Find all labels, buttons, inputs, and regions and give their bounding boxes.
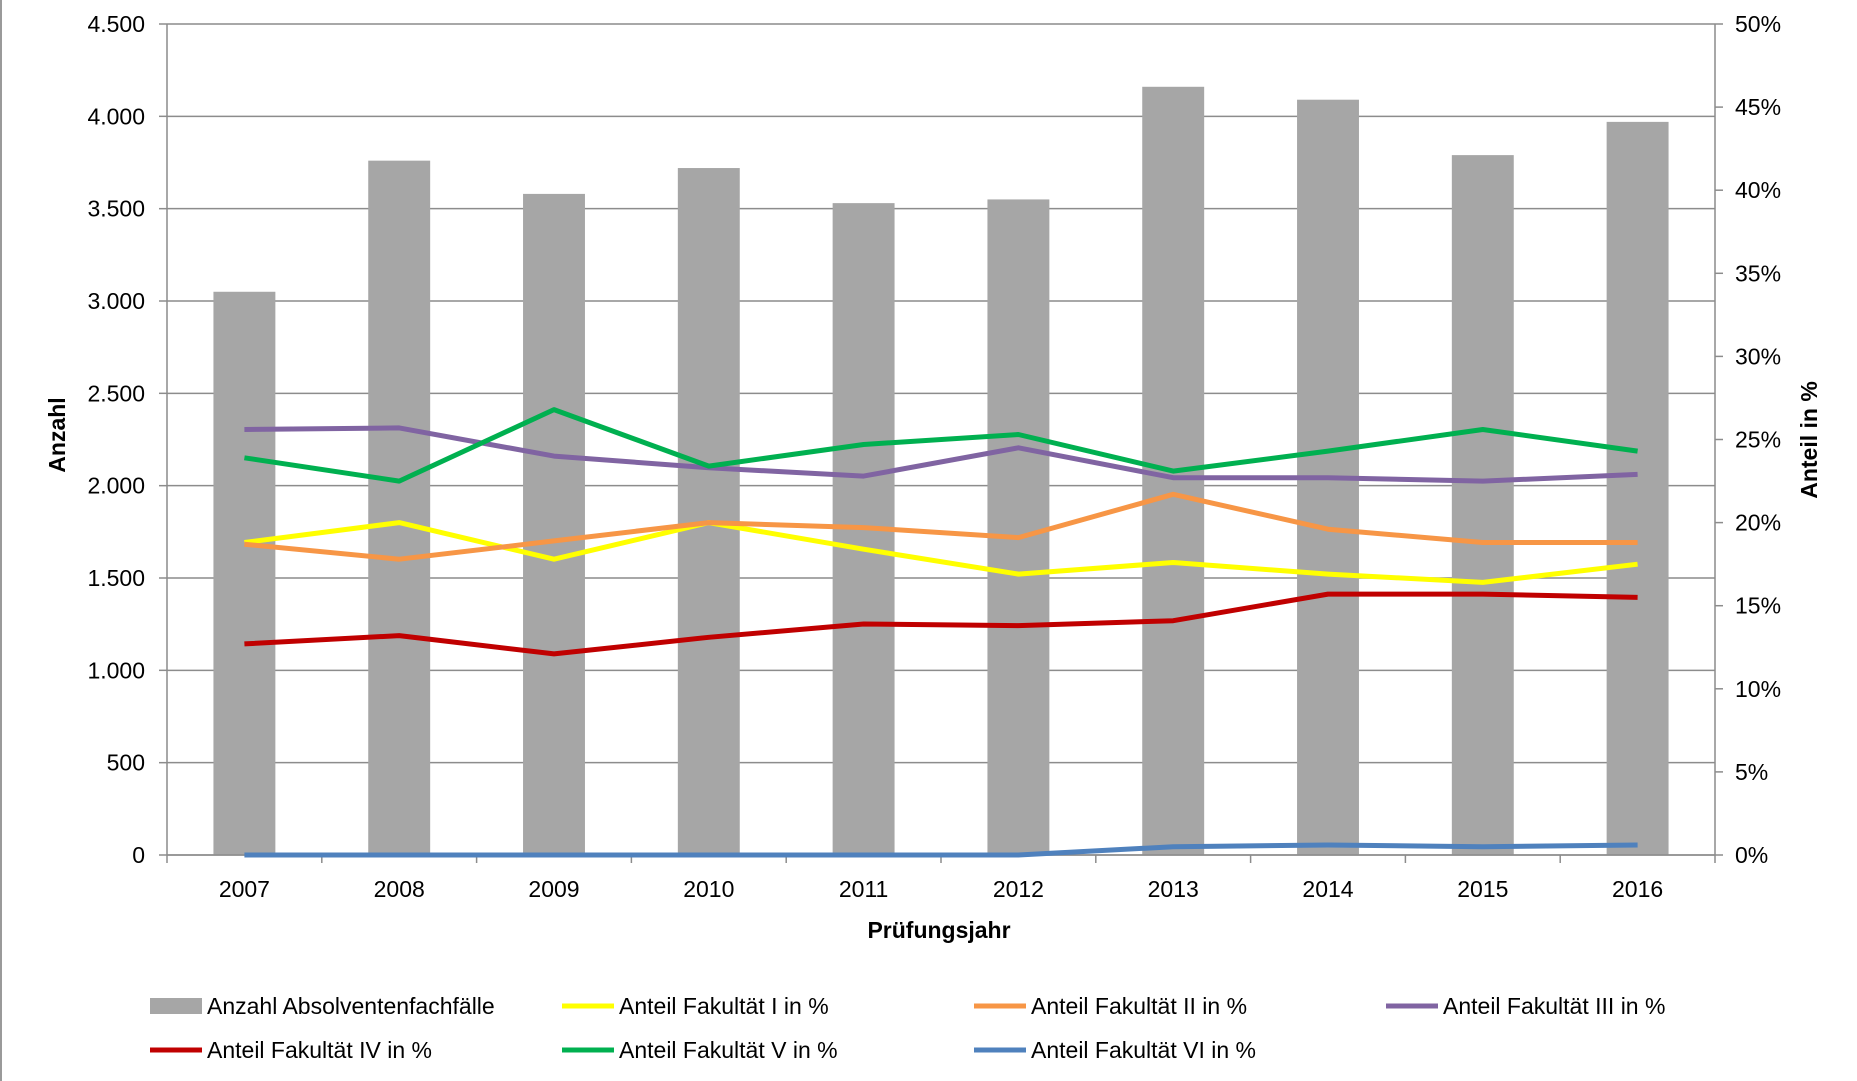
y2-tick-label: 25% (1735, 427, 1781, 453)
bar-series (213, 86, 1669, 856)
y2-tick-label: 15% (1735, 593, 1781, 619)
y2-tick-label: 5% (1735, 759, 1768, 785)
y-tick-label: 2.500 (87, 380, 145, 406)
legend-label: Anzahl Absolventenfachfälle (207, 993, 495, 1019)
legend-item: Anteil Fakultät I in % (562, 993, 829, 1019)
x-axis-title: Prüfungsjahr (867, 917, 1010, 943)
line-series-5 (244, 407, 1638, 484)
line-series-3 (244, 425, 1638, 484)
bar-2007 (213, 291, 276, 855)
bar-2009 (523, 193, 585, 856)
bar-2010 (677, 168, 740, 856)
y2-tick-label: 20% (1735, 510, 1781, 536)
y-tick-label: 0 (132, 842, 145, 868)
y-tick-label: 3.500 (87, 196, 145, 222)
x-tick-label: 2012 (993, 876, 1044, 902)
x-tick-label: 2013 (1148, 876, 1199, 902)
y-tick-label: 2.000 (87, 473, 145, 499)
legend-swatch-bar (150, 998, 202, 1014)
y-tick-label: 3.000 (87, 288, 145, 314)
y2-axis-ticks: 0% 5% 10% 15% 20% 25% 30% 35% 40% 45% 50% (1735, 11, 1781, 868)
x-tick-label: 2014 (1302, 876, 1353, 902)
legend-item: Anteil Fakultät III in % (1386, 993, 1665, 1019)
x-tick-label: 2011 (839, 876, 888, 902)
y2-tick-label: 50% (1735, 11, 1781, 37)
y2-tick-label: 30% (1735, 343, 1781, 369)
legend-item: Anteil Fakultät VI in % (974, 1037, 1256, 1063)
x-tick-label: 2010 (683, 876, 734, 902)
y-axis-ticks: 0 500 1.000 1.500 2.000 2.500 3.000 3.500 4.000 4… (87, 11, 145, 868)
x-tick-label: 2009 (528, 876, 579, 902)
x-tick-label: 2015 (1457, 876, 1508, 902)
legend-label: Anteil Fakultät II in % (1031, 993, 1247, 1019)
y2-tick-label: 10% (1735, 676, 1781, 702)
line-series-2 (244, 491, 1638, 562)
bar-2008 (368, 160, 431, 856)
line-series-4 (244, 591, 1638, 657)
x-axis-ticks: 2007 2008 2009 2010 2011 2012 2013 2014 2015 2016 (219, 876, 1663, 902)
bar-2015 (1451, 155, 1514, 855)
legend-label: Anteil Fakultät V in % (619, 1037, 838, 1063)
y2-tick-label: 0% (1735, 842, 1768, 868)
x-tick-label: 2007 (219, 876, 270, 902)
x-tick-label: 2008 (374, 876, 425, 902)
y-tick-label: 1.500 (87, 565, 145, 591)
legend-label: Anteil Fakultät VI in % (1031, 1037, 1256, 1063)
y2-tick-label: 35% (1735, 260, 1781, 286)
y2-tick-label: 40% (1735, 177, 1781, 203)
legend: Anzahl Absolventenfachfälle Anteil Fakult… (150, 993, 1665, 1063)
legend-item: Anteil Fakultät IV in % (150, 1037, 432, 1063)
legend-item: Anteil Fakultät II in % (974, 993, 1247, 1019)
y-tick-label: 1.000 (87, 657, 145, 683)
line-series (244, 407, 1638, 858)
y-tick-label: 4.500 (87, 11, 145, 37)
line-series-1 (244, 520, 1638, 585)
legend-item: Anzahl Absolventenfachfälle (150, 993, 495, 1019)
y-tick-label: 4.000 (87, 103, 145, 129)
y2-axis-title: Anteil in % (1796, 381, 1822, 499)
legend-label: Anteil Fakultät I in % (619, 993, 829, 1019)
x-tick-label: 2016 (1612, 876, 1663, 902)
y-tick-label: 500 (107, 750, 145, 776)
bar-2016 (1606, 121, 1669, 855)
legend-item: Anteil Fakultät V in % (562, 1037, 838, 1063)
line-series-6 (244, 842, 1638, 858)
y2-tick-label: 45% (1735, 94, 1781, 120)
bar-2012 (987, 199, 1050, 855)
legend-label: Anteil Fakultät IV in % (207, 1037, 432, 1063)
y-axis-title: Anzahl (44, 397, 70, 472)
legend-label: Anteil Fakultät III in % (1443, 993, 1665, 1019)
